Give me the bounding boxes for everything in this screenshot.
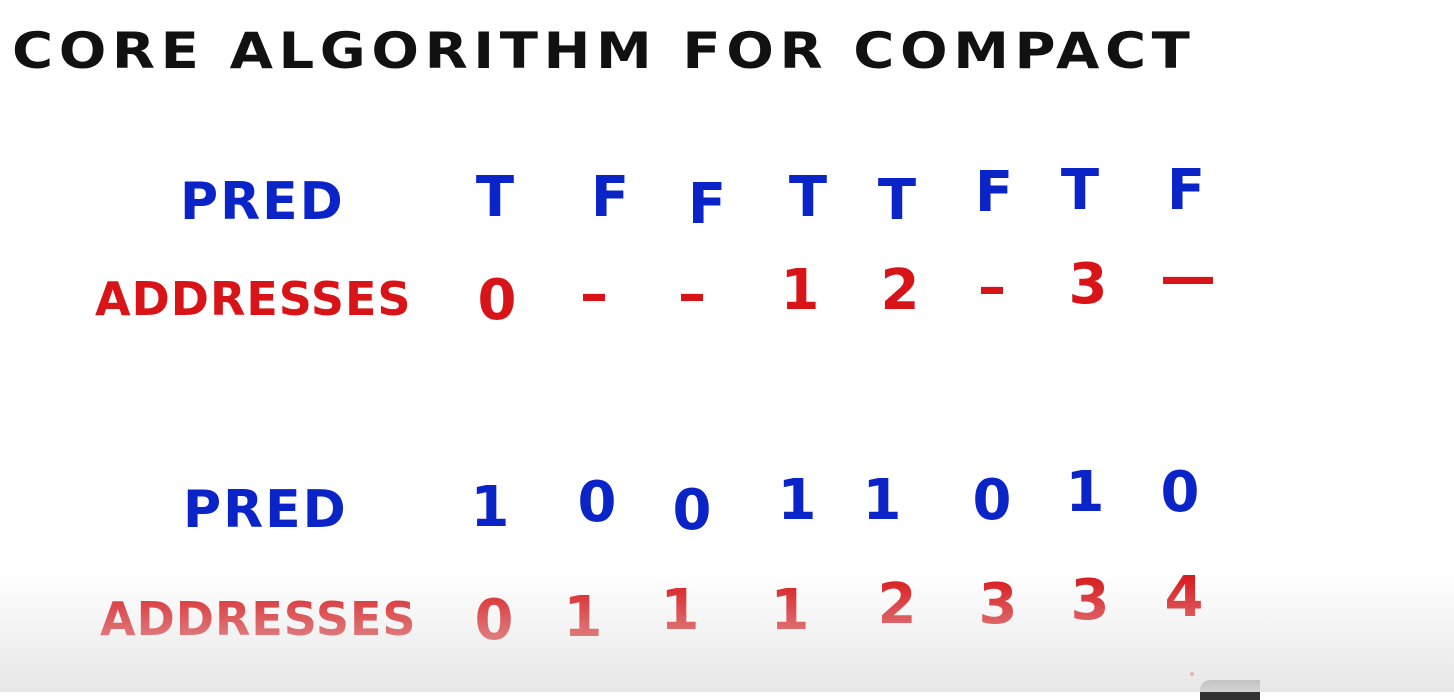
pred-value: 0 [972,468,1012,533]
address-value: 1 [780,258,820,323]
pred-value: F [1166,158,1206,223]
address-value: 3 [978,572,1018,637]
pred-value: T [877,168,917,233]
pred-value: 0 [1160,460,1200,525]
address-value: 2 [880,258,920,323]
pred-value: 0 [672,478,712,543]
pred-value: 1 [777,468,817,533]
address-value: 3 [1068,252,1108,317]
pred-value: T [475,165,515,230]
pen-icon [1200,680,1260,700]
address-value: 1 [563,585,603,650]
address-value: 3 [1070,568,1110,633]
pred-value: 1 [1065,460,1105,525]
pred-value: F [974,160,1014,225]
pen-dot [1190,672,1194,676]
pred-label-2: PRED [183,480,348,540]
address-value: 0 [477,268,517,333]
address-value: – [678,262,706,327]
pred-value: F [590,165,630,230]
address-value: – [580,262,608,327]
pred-value: T [788,165,828,230]
address-value: 2 [877,572,917,637]
pred-value: T [1060,158,1100,223]
pred-value: 1 [862,468,902,533]
pred-value: 0 [577,470,617,535]
address-value: 1 [660,578,700,643]
address-value: — [1160,245,1216,310]
page-title: CORE ALGORITHM FOR COMPACT [12,22,1196,80]
addresses-label-2: ADDRESSES [100,592,417,646]
pred-value: F [687,172,727,237]
address-value: 1 [770,578,810,643]
address-value: 0 [474,588,514,653]
address-value: – [978,255,1006,320]
addresses-label-1: ADDRESSES [95,272,412,326]
pred-value: 1 [470,475,510,540]
pred-label-1: PRED [180,172,345,232]
address-value: 4 [1164,565,1204,630]
